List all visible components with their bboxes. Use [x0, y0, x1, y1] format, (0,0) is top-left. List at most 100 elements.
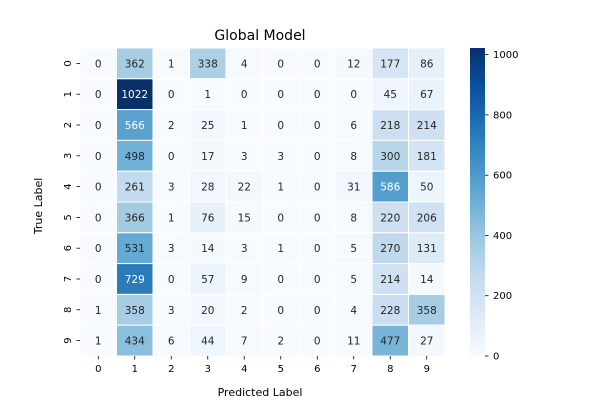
heatmap-cell-5-0 [79, 201, 117, 234]
x-tick-label-5: 5 [278, 364, 284, 375]
cell-value-5-4: 15 [238, 212, 251, 224]
heatmap-cell-9-6 [298, 324, 336, 357]
x-tick-label-1: 1 [132, 364, 138, 375]
heatmap-cell-7-3 [189, 263, 227, 295]
cell-value-5-3: 76 [201, 212, 215, 224]
heatmap-cell-1-8 [371, 78, 409, 111]
cell-value-5-6: 0 [314, 212, 321, 224]
heatmap-cell-9-8 [371, 324, 409, 357]
cell-value-5-8: 220 [380, 212, 400, 224]
cell-value-6-0: 0 [95, 243, 102, 255]
heatmap-cell-4-6 [298, 170, 336, 203]
heatmap-cell-0-1 [116, 47, 154, 80]
cell-value-6-7: 5 [350, 243, 357, 255]
cell-value-0-2: 1 [168, 58, 175, 70]
cell-value-3-1: 498 [125, 151, 145, 163]
heatmap-cell-7-8 [371, 263, 409, 295]
heatmap-cell-9-9 [408, 324, 446, 357]
heatmap-cell-4-5 [262, 170, 300, 203]
cell-value-4-0: 0 [95, 182, 102, 194]
cell-value-0-3: 338 [198, 58, 218, 70]
cell-value-2-8: 218 [380, 120, 400, 132]
heatmap-cell-2-8 [371, 109, 409, 141]
heatmap-cell-8-7 [335, 293, 373, 326]
y-tick-label-7: 7 [63, 276, 74, 282]
cell-value-8-1: 358 [125, 305, 145, 317]
colorbar-tick-label-0: 0 [493, 352, 499, 363]
y-axis-ticks: 0 1 2 3 4 5 6 7 8 9 [63, 60, 80, 344]
heatmap-cell-6-8 [371, 232, 409, 265]
cell-value-1-8: 45 [384, 89, 397, 101]
cell-value-1-7: 0 [350, 89, 357, 101]
heatmap-cell-4-1 [116, 170, 154, 203]
heatmap-cell-1-5 [262, 78, 300, 111]
heatmap-cell-6-3 [189, 232, 227, 265]
x-tick-label-6: 6 [314, 364, 320, 375]
cell-value-6-9: 131 [417, 243, 437, 255]
colorbar-gradient [470, 48, 485, 356]
heatmap-cell-8-4 [225, 293, 263, 326]
heatmap-cell-3-5 [262, 139, 300, 172]
heatmap-cell-1-6 [298, 78, 336, 111]
cell-value-7-7: 5 [350, 274, 357, 286]
heatmap-cell-9-0 [79, 324, 117, 357]
colorbar-tick-label-1000: 1000 [493, 50, 518, 61]
cell-value-5-2: 1 [168, 212, 175, 224]
cell-value-9-5: 2 [277, 336, 284, 348]
cell-value-5-1: 366 [125, 212, 145, 224]
cell-value-3-7: 8 [350, 151, 357, 163]
heatmap-cell-2-6 [298, 109, 336, 141]
x-tick-label-3: 3 [205, 364, 211, 375]
cell-value-2-7: 6 [350, 120, 357, 132]
cell-value-3-6: 0 [314, 151, 321, 163]
cell-value-3-4: 3 [241, 151, 248, 163]
heatmap-cell-1-3 [189, 78, 227, 111]
cell-value-8-8: 228 [380, 305, 400, 317]
cell-value-0-6: 0 [314, 58, 321, 70]
colorbar-tick-label-200: 200 [493, 291, 512, 302]
cell-value-2-0: 0 [95, 120, 102, 132]
heatmap-cell-8-3 [189, 293, 227, 326]
cell-value-6-1: 531 [125, 243, 145, 255]
cell-value-6-6: 0 [314, 243, 321, 255]
cell-value-9-3: 44 [201, 336, 215, 348]
cell-value-2-2: 2 [168, 120, 175, 132]
cell-value-4-8: 586 [380, 182, 400, 194]
cell-value-8-5: 0 [277, 305, 284, 317]
cell-value-9-9: 27 [420, 336, 433, 348]
heatmap-cell-7-1 [116, 263, 154, 295]
x-axis-label: Predicted Label [218, 386, 303, 399]
cell-value-9-8: 477 [380, 336, 400, 348]
x-tick-label-9: 9 [424, 364, 430, 375]
heatmap-cell-1-1 [116, 78, 154, 111]
cell-value-8-9: 358 [417, 305, 437, 317]
heatmap-cell-3-6 [298, 139, 336, 172]
y-tick-label-0: 0 [63, 60, 74, 66]
cell-value-7-2: 0 [168, 274, 175, 286]
heatmap-cell-2-9 [408, 109, 446, 141]
heatmap-cell-2-2 [152, 109, 190, 141]
cell-value-2-5: 0 [277, 120, 284, 132]
cell-value-8-7: 4 [350, 305, 357, 317]
cell-value-9-4: 7 [241, 336, 248, 348]
cell-value-1-4: 0 [241, 89, 248, 101]
cell-value-7-0: 0 [95, 274, 102, 286]
x-tick-label-4: 4 [241, 364, 247, 375]
cell-value-4-5: 1 [277, 182, 284, 194]
cell-value-5-9: 206 [417, 212, 437, 224]
cell-value-1-1: 1022 [121, 89, 148, 101]
cell-value-7-6: 0 [314, 274, 321, 286]
cell-value-6-8: 270 [380, 243, 400, 255]
y-tick-label-5: 5 [63, 214, 74, 220]
cell-value-8-4: 2 [241, 305, 248, 317]
cell-value-1-9: 67 [420, 89, 433, 101]
cell-value-3-8: 300 [380, 151, 400, 163]
cell-value-3-3: 17 [201, 151, 214, 163]
heatmap-cell-0-5 [262, 47, 300, 80]
cell-value-2-6: 0 [314, 120, 321, 132]
heatmap-cell-6-7 [335, 232, 373, 265]
cell-value-9-7: 11 [347, 336, 360, 348]
cell-value-1-2: 0 [168, 89, 175, 101]
heatmap-cell-4-8 [371, 170, 409, 203]
heatmap-cell-5-8 [371, 201, 409, 234]
